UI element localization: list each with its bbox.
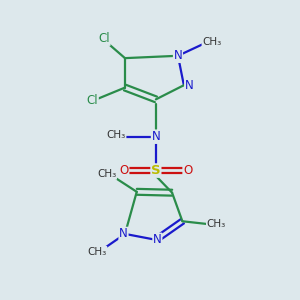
Text: CH₃: CH₃	[202, 37, 221, 46]
Text: CH₃: CH₃	[97, 169, 116, 179]
Text: CH₃: CH₃	[87, 247, 106, 256]
Text: N: N	[152, 130, 160, 143]
Text: N: N	[153, 233, 162, 246]
Text: CH₃: CH₃	[207, 219, 226, 229]
Text: Cl: Cl	[98, 32, 110, 45]
Text: O: O	[183, 164, 192, 177]
Text: O: O	[119, 164, 129, 177]
Text: N: N	[119, 227, 128, 240]
Text: CH₃: CH₃	[106, 130, 126, 140]
Text: Cl: Cl	[86, 94, 98, 107]
Text: N: N	[185, 79, 194, 92]
Text: S: S	[151, 164, 161, 177]
Text: N: N	[174, 49, 182, 62]
